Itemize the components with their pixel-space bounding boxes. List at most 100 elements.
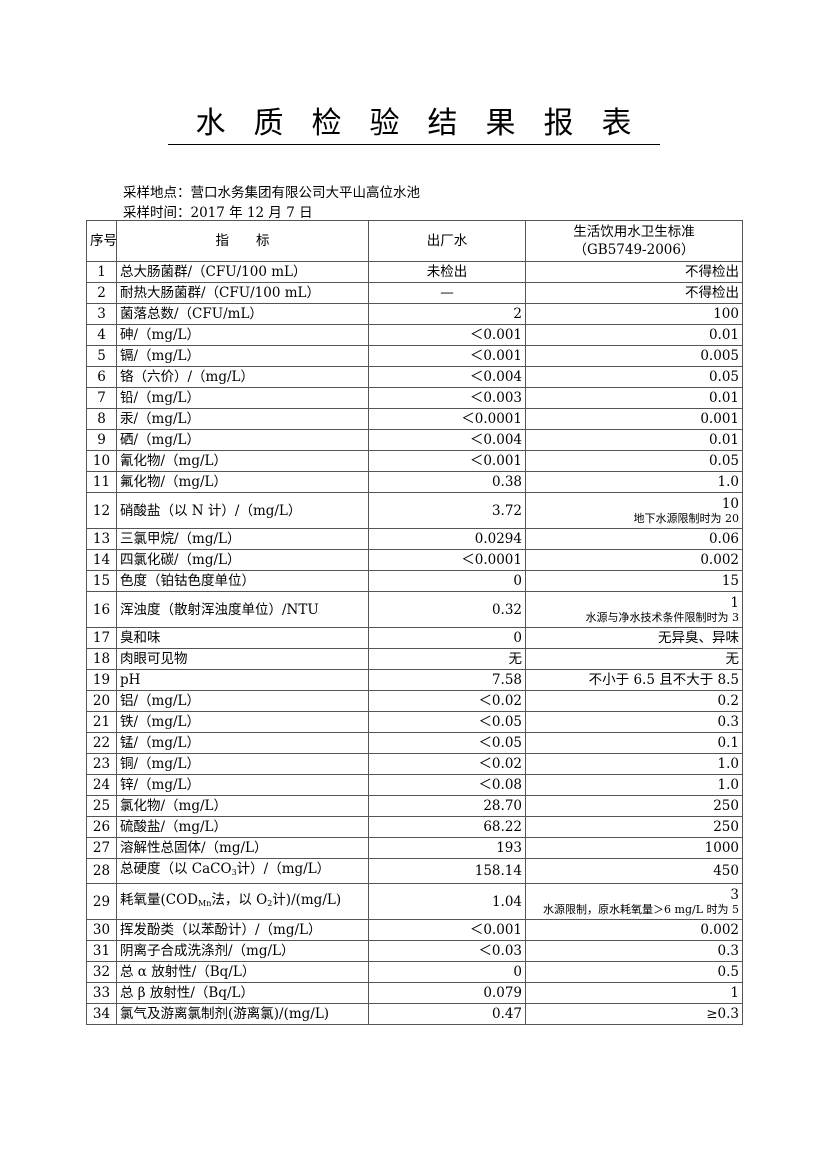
standard-limit: 不小于 6.5 且不大于 8.5 (525, 669, 743, 691)
indicator-name: 砷/（mg/L） (116, 324, 369, 346)
standard-limit: 0.1 (525, 732, 743, 754)
row-number: 3 (86, 303, 117, 325)
outlet-value: 0 (368, 961, 526, 983)
indicator-name: 氰化物/（mg/L） (116, 450, 369, 472)
indicator-name: 氯化物/（mg/L） (116, 795, 369, 817)
header-standard: 生活饮用水卫生标准 （GB5749-2006） (525, 220, 743, 262)
results-table: 序号 指 标 出厂水 生活饮用水卫生标准 （GB5749-2006） 1 总大肠菌群… (86, 220, 743, 1025)
indicator-name: 总硬度（以 CaCO3计）/（mg/L） (116, 858, 369, 884)
indicator-name: 耗氧量(CODMn法，以 O2计)/(mg/L) (116, 883, 369, 920)
row-number: 2 (86, 282, 117, 304)
outlet-value: 0.47 (368, 1003, 526, 1025)
indicator-name: 氯气及游离氯制剂(游离氯)/(mg/L) (116, 1003, 369, 1025)
outlet-value: 193 (368, 837, 526, 859)
table-row: 14 四氯化碳/（mg/L） ＜0.0001 0.002 (86, 549, 743, 571)
row-number: 30 (86, 919, 117, 941)
indicator-name: 总 α 放射性/（Bq/L） (116, 961, 369, 983)
outlet-value: ＜0.05 (368, 732, 526, 754)
indicator-name: 色度（铂钴色度单位） (116, 570, 369, 592)
row-number: 33 (86, 982, 117, 1004)
standard-limit: 无异臭、异味 (525, 627, 743, 649)
indicator-name: 汞/（mg/L） (116, 408, 369, 430)
table-row: 20 铝/（mg/L） ＜0.02 0.2 (86, 690, 743, 712)
table-row: 9 硒/（mg/L） ＜0.004 0.01 (86, 429, 743, 451)
standard-limit: 0.2 (525, 690, 743, 712)
table-row: 19 pH 7.58 不小于 6.5 且不大于 8.5 (86, 669, 743, 691)
row-number: 1 (86, 261, 117, 283)
table-row: 1 总大肠菌群/（CFU/100 mL） 未检出 不得检出 (86, 261, 743, 283)
row-number: 17 (86, 627, 117, 649)
outlet-value: ＜0.001 (368, 450, 526, 472)
indicator-name: 总大肠菌群/（CFU/100 mL） (116, 261, 369, 283)
indicator-name: 菌落总数/（CFU/mL） (116, 303, 369, 325)
outlet-value: ＜0.02 (368, 753, 526, 775)
standard-limit: 0.3 (525, 940, 743, 962)
outlet-value: 0 (368, 627, 526, 649)
standard-limit: 0.3 (525, 711, 743, 733)
standard-limit: 不得检出 (525, 261, 743, 283)
indicator-name: 挥发酚类（以苯酚计）/（mg/L） (116, 919, 369, 941)
outlet-value: 未检出 (368, 261, 526, 283)
row-number: 34 (86, 1003, 117, 1025)
standard-limit: 0.01 (525, 429, 743, 451)
table-header: 序号 指 标 出厂水 生活饮用水卫生标准 （GB5749-2006） (86, 220, 743, 262)
table-row: 21 铁/（mg/L） ＜0.05 0.3 (86, 711, 743, 733)
standard-limit: 250 (525, 795, 743, 817)
indicator-name: 肉眼可见物 (116, 648, 369, 670)
standard-limit: 1.0 (525, 471, 743, 493)
indicator-name: 硝酸盐（以 N 计）/（mg/L） (116, 492, 369, 529)
outlet-value: ＜0.08 (368, 774, 526, 796)
standard-limit: 不得检出 (525, 282, 743, 304)
indicator-name: pH (116, 669, 369, 691)
outlet-value: ＜0.02 (368, 690, 526, 712)
indicator-name: 硒/（mg/L） (116, 429, 369, 451)
table-row: 32 总 α 放射性/（Bq/L） 0 0.5 (86, 961, 743, 983)
indicator-name: 臭和味 (116, 627, 369, 649)
table-row: 31 阴离子合成洗涤剂/（mg/L） ＜0.03 0.3 (86, 940, 743, 962)
standard-limit: 0.01 (525, 324, 743, 346)
outlet-value: 7.58 (368, 669, 526, 691)
indicator-name: 镉/（mg/L） (116, 345, 369, 367)
row-number: 16 (86, 591, 117, 628)
table-row: 25 氯化物/（mg/L） 28.70 250 (86, 795, 743, 817)
indicator-name: 铬（六价）/（mg/L） (116, 366, 369, 388)
outlet-value: ＜0.003 (368, 387, 526, 409)
sampling-location: 采样地点：营口水务集团有限公司大平山高位水池 (123, 185, 420, 201)
standard-limit: 15 (525, 570, 743, 592)
indicator-name: 铁/（mg/L） (116, 711, 369, 733)
row-number: 29 (86, 883, 117, 920)
outlet-value: ＜0.004 (368, 429, 526, 451)
table-row: 13 三氯甲烷/（mg/L） 0.0294 0.06 (86, 528, 743, 550)
table-row: 4 砷/（mg/L） ＜0.001 0.01 (86, 324, 743, 346)
standard-limit: 1.0 (525, 774, 743, 796)
sampling-time: 采样时间：2017 年 12 月 7 日 (123, 205, 313, 221)
header-indicator: 指 标 (116, 220, 369, 262)
row-number: 6 (86, 366, 117, 388)
outlet-value: 0.079 (368, 982, 526, 1004)
outlet-value: ＜0.001 (368, 919, 526, 941)
table-row: 15 色度（铂钴色度单位） 0 15 (86, 570, 743, 592)
indicator-name: 铜/（mg/L） (116, 753, 369, 775)
table-row: 26 硫酸盐/（mg/L） 68.22 250 (86, 816, 743, 838)
table-row: 8 汞/（mg/L） ＜0.0001 0.001 (86, 408, 743, 430)
row-number: 8 (86, 408, 117, 430)
outlet-value: ＜0.001 (368, 324, 526, 346)
outlet-value: 158.14 (368, 858, 526, 884)
row-number: 12 (86, 492, 117, 529)
table-row: 11 氟化物/（mg/L） 0.38 1.0 (86, 471, 743, 493)
table-row: 3 菌落总数/（CFU/mL） 2 100 (86, 303, 743, 325)
table-row: 29 耗氧量(CODMn法，以 O2计)/(mg/L) 1.04 3 水源限制，原水耗氧… (86, 883, 743, 920)
table-row: 12 硝酸盐（以 N 计）/（mg/L） 3.72 10 地下水源限制时为 20 (86, 492, 743, 529)
standard-limit: 3 水源限制，原水耗氧量＞6 mg/L 时为 5 (525, 883, 743, 920)
standard-limit: 0.06 (525, 528, 743, 550)
outlet-value: 1.04 (368, 883, 526, 920)
row-number: 13 (86, 528, 117, 550)
outlet-value: ＜0.0001 (368, 549, 526, 571)
standard-limit: 0.005 (525, 345, 743, 367)
row-number: 10 (86, 450, 117, 472)
row-number: 11 (86, 471, 117, 493)
indicator-name: 硫酸盐/（mg/L） (116, 816, 369, 838)
indicator-name: 铝/（mg/L） (116, 690, 369, 712)
standard-limit: 250 (525, 816, 743, 838)
outlet-value: ＜0.001 (368, 345, 526, 367)
